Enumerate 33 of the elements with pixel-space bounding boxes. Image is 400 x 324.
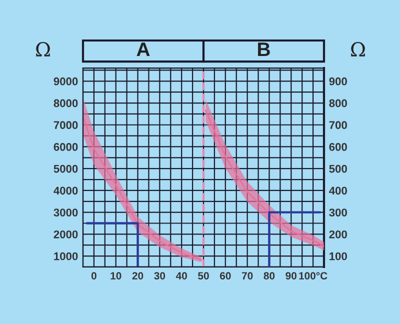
y-tick-label: 1000 <box>54 252 78 260</box>
y2-tick-label: 600 <box>329 143 347 151</box>
y-tick-label: 2000 <box>54 230 78 238</box>
text: B <box>258 42 270 56</box>
text: A <box>136 42 150 56</box>
y2-tick-label: 400 <box>329 186 347 195</box>
x-tick-label: 30 <box>154 272 166 280</box>
x-tick-label: 100°C <box>299 272 328 280</box>
y-tick-label: 6000 <box>54 143 78 151</box>
y2-tick-label: 300 <box>329 208 347 216</box>
y2-tick-label: 100 <box>330 252 347 260</box>
x-tick-label: 40 <box>176 272 187 280</box>
y2-tick-label: 500 <box>329 164 347 173</box>
x-tick-label: 0 <box>91 272 96 280</box>
y-tick-label: 8000 <box>54 99 78 108</box>
y-tick-label: 9000 <box>54 77 78 86</box>
y2-tick-label: 900 <box>329 77 347 86</box>
y2-tick-label: 800 <box>329 99 347 108</box>
x-tick-label: 70 <box>242 272 253 280</box>
x-tick-label: 50 <box>198 272 209 280</box>
y-tick-label: 7000 <box>54 121 78 130</box>
y-tick-label: 3000 <box>54 208 78 216</box>
y-axis-title: Ω <box>36 42 50 56</box>
y-tick-label: 4000 <box>54 186 78 195</box>
y2-axis-title: Ω <box>351 42 365 56</box>
y-tick-label: 5000 <box>54 164 78 173</box>
x-tick-label: 10 <box>110 272 122 280</box>
y2-tick-label: 200 <box>329 230 347 238</box>
x-tick-label: 20 <box>132 272 144 280</box>
x-tick-label: 80 <box>264 272 275 280</box>
x-tick-label: 60 <box>220 272 231 280</box>
y2-tick-label: 700 <box>329 121 347 130</box>
x-tick-label: 90 <box>286 272 297 280</box>
